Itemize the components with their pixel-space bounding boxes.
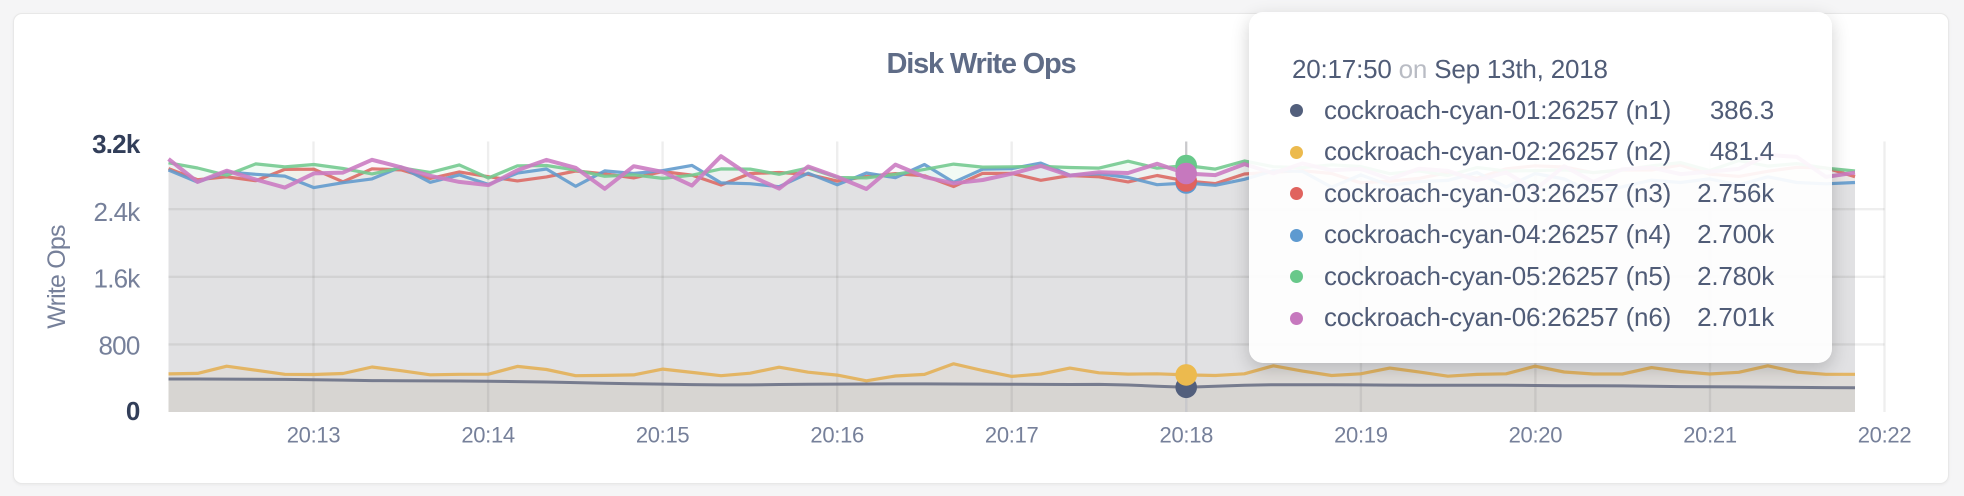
svg-text:Write Ops: Write Ops: [43, 225, 71, 329]
svg-text:800: 800: [99, 331, 140, 361]
svg-text:20:17: 20:17: [985, 423, 1039, 448]
svg-text:20:16: 20:16: [810, 423, 864, 448]
svg-text:2.4k: 2.4k: [94, 197, 142, 227]
svg-text:3.2k: 3.2k: [92, 129, 141, 159]
svg-text:20:14: 20:14: [461, 423, 515, 448]
svg-text:20:21: 20:21: [1683, 423, 1737, 448]
svg-text:20:13: 20:13: [287, 423, 341, 448]
svg-text:20:15: 20:15: [636, 423, 690, 448]
svg-text:1.6k: 1.6k: [94, 264, 142, 294]
svg-text:20:22: 20:22: [1858, 423, 1912, 448]
svg-text:20:19: 20:19: [1334, 423, 1388, 448]
svg-text:0: 0: [126, 396, 140, 426]
svg-text:20:18: 20:18: [1160, 423, 1214, 448]
svg-text:20:20: 20:20: [1509, 423, 1563, 448]
